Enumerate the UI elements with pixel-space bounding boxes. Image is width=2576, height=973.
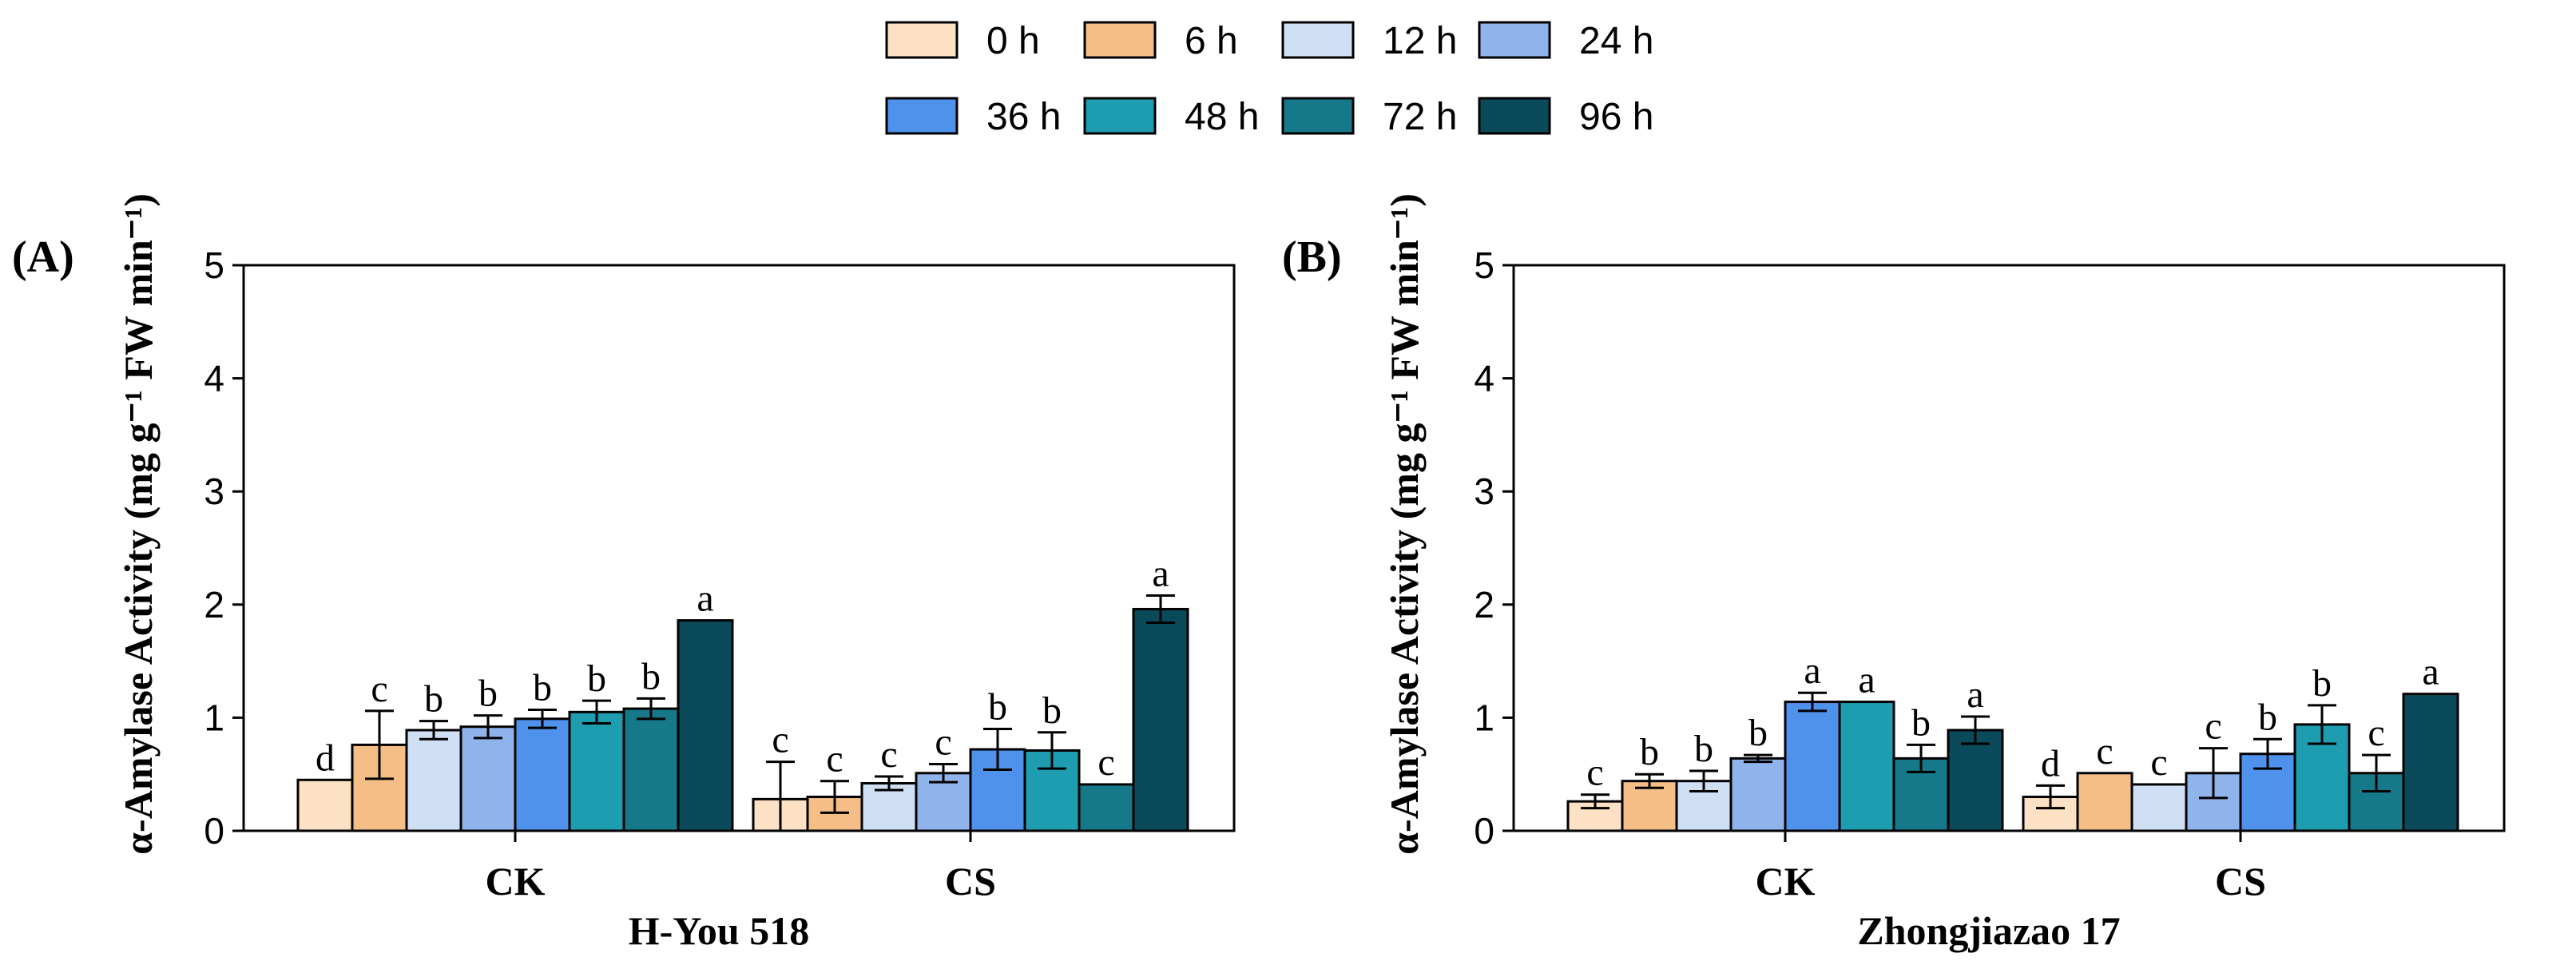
y-tick-label: 1 <box>204 697 224 738</box>
panel-title: H-You 518 <box>629 908 809 953</box>
significance-letter: c <box>2096 730 2113 772</box>
significance-letter: b <box>988 686 1007 729</box>
legend-label: 36 h <box>986 96 1061 138</box>
y-tick-label: 3 <box>1474 471 1494 512</box>
legend-swatch-36h <box>885 97 959 135</box>
legend-swatch-72h <box>1281 97 1355 135</box>
bar-ck-36h <box>514 717 571 832</box>
panel-label: (A) <box>12 232 74 282</box>
legend-label: 24 h <box>1579 20 1653 62</box>
legend: 0 h 6 h 12 h 24 h 36 h 48 h 72 h 96 h <box>885 20 1653 138</box>
significance-letter: c <box>772 719 788 761</box>
significance-letter: b <box>1694 728 1713 770</box>
legend-swatch-12h <box>1281 21 1355 59</box>
panel-label: (B) <box>1282 232 1342 282</box>
significance-letter: c <box>880 733 897 776</box>
bar-cs-72h <box>1078 783 1135 832</box>
y-tick-label: 3 <box>204 471 224 512</box>
significance-letter: a <box>1967 673 1983 716</box>
legend-label: 6 h <box>1185 20 1238 62</box>
legend-swatch-0h <box>885 21 959 59</box>
y-tick-label: 1 <box>1474 697 1494 738</box>
y-tick-label: 4 <box>1474 358 1494 399</box>
significance-letter: b <box>424 678 443 721</box>
bar-ck-24h <box>459 725 517 832</box>
significance-letter: b <box>2258 696 2277 738</box>
legend-swatch-24h <box>1478 21 1551 59</box>
significance-letter: b <box>1042 689 1062 732</box>
significance-letter: b <box>533 666 552 709</box>
x-category-label: CS <box>945 859 996 904</box>
significance-letter: b <box>587 657 606 700</box>
legend-label: 48 h <box>1185 96 1259 138</box>
significance-letter: a <box>1152 552 1169 594</box>
significance-letter: a <box>697 578 713 620</box>
x-category-label: CS <box>2215 859 2266 904</box>
y-tick-label: 0 <box>1474 810 1494 852</box>
bar-cs-12h <box>2130 783 2188 832</box>
bar-ck-48h <box>1838 701 1895 832</box>
y-axis-label: α-Amylase Activity (mg g⁻¹ FW min⁻¹) <box>116 193 161 855</box>
bar-ck-0h <box>296 778 354 832</box>
plot-frame <box>1512 264 2506 832</box>
bar-ck-72h <box>622 707 680 832</box>
significance-letter: c <box>371 668 387 710</box>
bar-ck-48h <box>568 710 625 832</box>
plot-frame <box>242 264 1236 832</box>
significance-letter: d <box>316 737 335 779</box>
significance-letter: a <box>2422 651 2439 693</box>
significance-letter: b <box>478 673 498 715</box>
legend-swatch-48h <box>1083 97 1157 135</box>
significance-letter: c <box>2205 705 2221 748</box>
legend-label: 0 h <box>986 20 1040 62</box>
significance-letter: a <box>1858 659 1875 701</box>
bar-cs-96h <box>2402 693 2459 832</box>
significance-letter: c <box>826 738 843 780</box>
legend-label: 72 h <box>1383 96 1457 138</box>
significance-letter: c <box>2368 712 2384 754</box>
y-tick-label: 4 <box>204 358 224 399</box>
significance-letter: b <box>1748 712 1768 754</box>
significance-letter: d <box>2041 742 2060 784</box>
significance-letter: c <box>935 721 951 763</box>
bar-cs-96h <box>1132 607 1189 832</box>
bar-ck-36h <box>1784 701 1841 832</box>
y-tick-label: 2 <box>1474 584 1494 626</box>
legend-swatch-96h <box>1478 97 1551 135</box>
x-category-label: CK <box>1756 859 1816 904</box>
y-tick-label: 2 <box>204 584 224 626</box>
significance-letter: b <box>2312 662 2332 705</box>
legend-swatch-6h <box>1083 21 1157 59</box>
legend-label: 12 h <box>1383 20 1457 62</box>
bar-cs-6h <box>2076 772 2133 832</box>
significance-letter: b <box>1911 701 1931 744</box>
significance-letter: c <box>1097 741 1114 784</box>
bar-ck-96h <box>1947 729 2004 832</box>
y-tick-label: 0 <box>204 810 224 852</box>
significance-letter: a <box>1804 649 1820 692</box>
bar-ck-12h <box>405 729 462 832</box>
significance-letter: c <box>1586 752 1603 794</box>
y-tick-label: 5 <box>1474 244 1494 286</box>
legend-label: 96 h <box>1579 96 1653 138</box>
bar-ck-12h <box>1675 780 1733 832</box>
significance-letter: c <box>2150 741 2167 784</box>
bar-ck-96h <box>677 619 734 832</box>
y-axis-label: α-Amylase Activity (mg g⁻¹ FW min⁻¹) <box>1382 193 1427 855</box>
x-category-label: CK <box>486 859 546 904</box>
significance-letter: b <box>641 655 661 697</box>
bar-ck-24h <box>1729 757 1787 832</box>
significance-letter: b <box>1640 731 1659 773</box>
panel-title: Zhongjiazao 17 <box>1857 908 2120 953</box>
y-tick-label: 5 <box>204 244 224 286</box>
